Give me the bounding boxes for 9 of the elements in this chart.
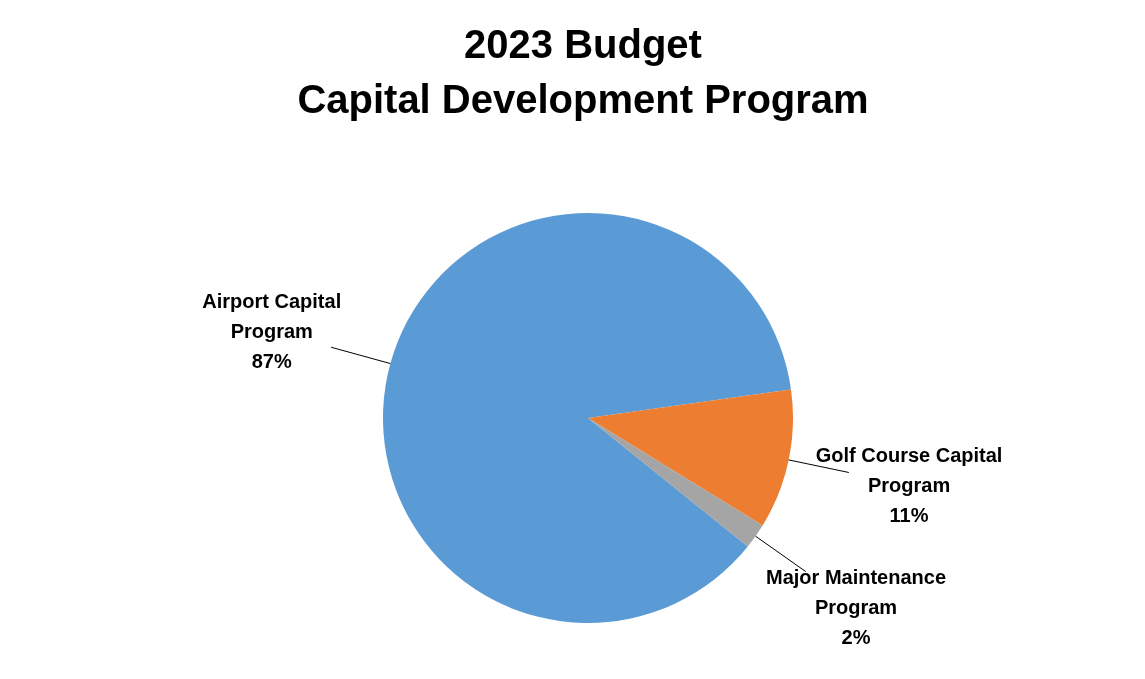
data-label: 2% [841,626,871,649]
data-label: 11% [889,504,929,527]
data-label: 87% [251,349,293,372]
slice-label: Major Maintenance Program [766,566,947,619]
slice-label: Golf Course Capital Program [815,444,1003,497]
slice-label: Airport Capital Program [202,289,342,342]
chart-title: 2023 Budget Capital Development Program [297,22,869,121]
pie-slice [588,389,793,526]
pie-slice [588,418,763,547]
